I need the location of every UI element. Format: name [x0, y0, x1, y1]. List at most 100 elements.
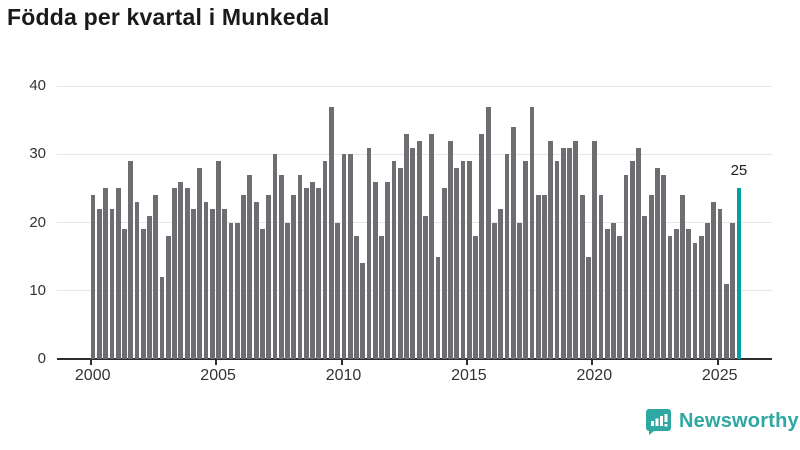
bar	[454, 168, 460, 359]
bar	[90, 195, 96, 359]
bar	[711, 202, 717, 359]
bar	[234, 222, 240, 359]
bar	[673, 229, 679, 359]
newsworthy-icon	[646, 409, 671, 435]
x-axis-tick-label: 2010	[325, 367, 362, 384]
bar	[723, 283, 729, 359]
x-axis-tick-label: 2025	[701, 367, 738, 384]
bar	[303, 188, 309, 359]
bar	[504, 154, 510, 359]
bar	[178, 181, 184, 359]
newsworthy-logo[interactable]: Newsworthy	[645, 408, 799, 435]
bar	[517, 222, 522, 359]
bar	[335, 222, 341, 359]
bar	[661, 174, 667, 359]
bar	[548, 140, 554, 359]
bar	[404, 134, 409, 359]
bar	[529, 106, 535, 359]
bar	[598, 195, 604, 359]
bar	[667, 236, 673, 359]
bar	[328, 106, 334, 359]
bar	[686, 229, 692, 359]
bar	[441, 188, 447, 359]
bar	[730, 222, 736, 359]
bar	[191, 208, 196, 359]
bar	[586, 256, 591, 359]
bar	[429, 134, 435, 359]
x-axis-tick-label: 2000	[74, 367, 111, 384]
bar	[692, 242, 698, 359]
bar	[360, 263, 366, 359]
x-axis-tick	[215, 360, 218, 365]
bar	[510, 127, 516, 359]
bar	[159, 276, 165, 359]
bar	[523, 161, 529, 359]
bar	[278, 174, 284, 359]
x-axis-tick	[591, 360, 594, 365]
bar	[134, 202, 140, 359]
bar	[560, 147, 566, 359]
bar	[366, 147, 372, 359]
bar	[379, 236, 384, 359]
bar	[416, 140, 422, 359]
bar	[655, 168, 660, 359]
bar	[322, 161, 328, 359]
bar	[642, 215, 648, 359]
bar	[115, 188, 121, 359]
bar	[209, 208, 215, 359]
highlight-value-label: 25	[730, 162, 748, 180]
bar	[310, 181, 315, 359]
bar	[122, 229, 127, 359]
bar	[354, 236, 359, 359]
gridline	[57, 85, 772, 87]
y-axis-tick-label: 0	[37, 349, 46, 367]
bar	[717, 208, 723, 359]
chart-title: Födda per kvartal i Munkedal	[7, 4, 330, 30]
bar	[184, 188, 190, 359]
bar	[228, 222, 234, 359]
bar	[272, 154, 278, 359]
bar	[592, 140, 598, 359]
bar	[479, 134, 485, 359]
bar	[535, 195, 541, 359]
bar	[216, 161, 221, 359]
bar	[253, 202, 259, 359]
bar	[96, 208, 102, 359]
x-axis-tick	[716, 360, 719, 365]
bar	[259, 229, 265, 359]
y-axis-tick-label: 40	[29, 77, 46, 95]
bar	[316, 188, 322, 359]
bar	[291, 195, 297, 359]
highlighted-bar	[736, 188, 742, 359]
x-axis-tick	[89, 360, 92, 365]
bar	[485, 106, 491, 359]
bar	[397, 168, 403, 359]
bar	[498, 208, 504, 359]
bar	[391, 161, 397, 359]
bar	[473, 236, 478, 359]
bar	[372, 181, 378, 359]
bar	[491, 222, 497, 359]
bar	[698, 236, 704, 359]
bar	[266, 195, 272, 359]
bar	[554, 161, 560, 359]
bar	[604, 229, 610, 359]
bar	[297, 174, 303, 359]
bar	[617, 236, 623, 359]
bar	[140, 229, 146, 359]
y-axis-tick-label: 20	[29, 213, 46, 231]
x-axis-tick-label: 2015	[451, 367, 487, 384]
bar	[285, 222, 290, 359]
y-axis-tick-label: 10	[29, 281, 46, 299]
bar	[435, 256, 441, 359]
bar	[623, 174, 629, 359]
x-axis-tick	[340, 360, 343, 365]
bar	[680, 195, 685, 359]
x-axis-line	[57, 358, 772, 360]
bar	[197, 168, 203, 359]
bar	[448, 140, 453, 359]
x-axis-tick	[465, 360, 468, 365]
bar	[705, 222, 710, 359]
